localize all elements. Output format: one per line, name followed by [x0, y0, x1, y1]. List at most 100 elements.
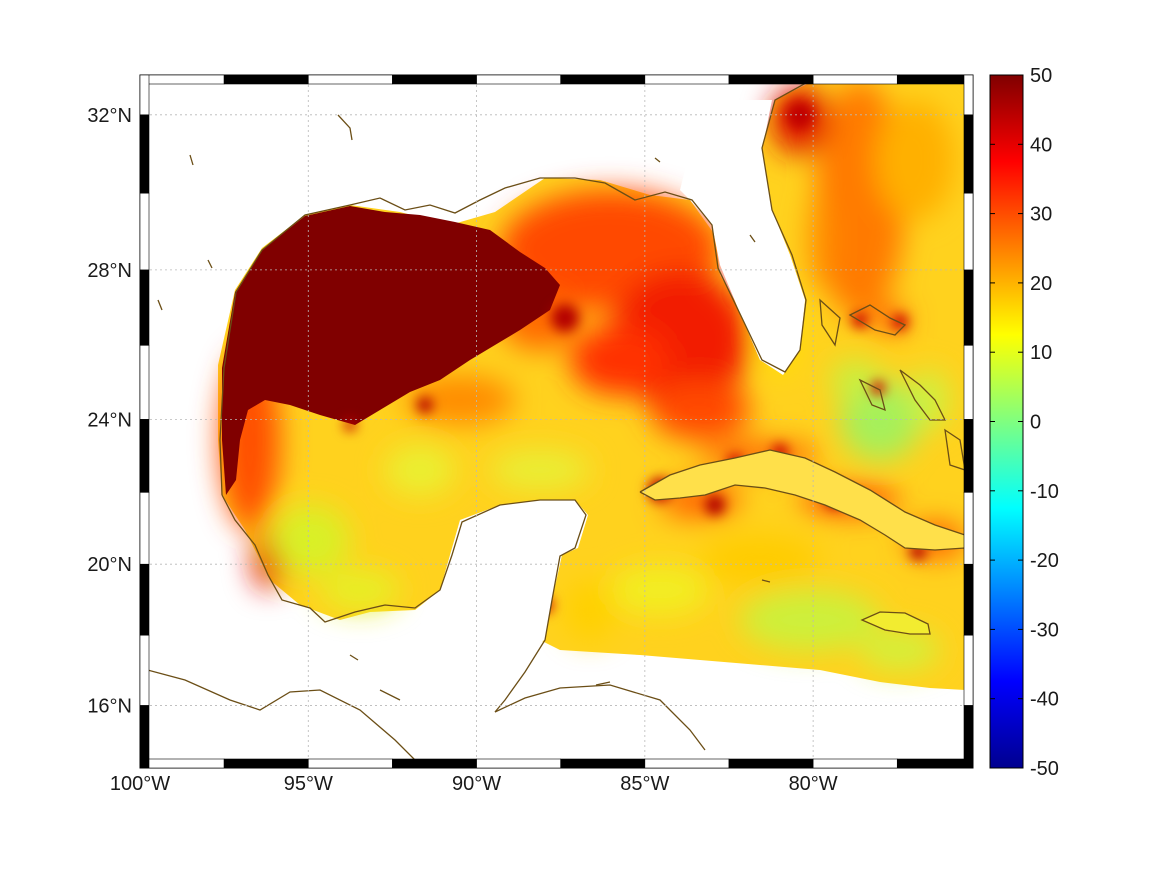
southern-land-mask [140, 660, 440, 768]
colorbar-tick-label: 10 [1030, 342, 1052, 364]
frame-segment [963, 114, 974, 194]
frame-segment [392, 758, 477, 769]
jamaica-coast [860, 611, 931, 635]
frame-segment [139, 74, 150, 116]
frame-segment [392, 74, 477, 85]
frame-segment [476, 74, 562, 85]
field-patch [570, 325, 670, 395]
map-frame [139, 74, 974, 769]
frame-segment [223, 758, 309, 769]
colorbar: 50 40 30 20 10 0 -10 -20 -30 -40 -50 [989, 65, 1059, 780]
y-tick-label: 20°N [87, 554, 132, 576]
anomaly-field [140, 80, 965, 768]
field-patch [840, 380, 920, 460]
field-patch [565, 580, 615, 640]
y-axis-ticks: 32°N 28°N 24°N 20°N 16°N [87, 105, 132, 718]
frame-segment [139, 192, 150, 271]
field-patch [875, 100, 955, 220]
field-patch [320, 570, 400, 610]
frame-segment [896, 758, 974, 769]
hot-spot [705, 495, 725, 515]
frame-segment [139, 74, 225, 85]
frame-segment [963, 705, 974, 769]
frame-segment [963, 634, 974, 706]
frame-segment [139, 491, 150, 565]
frame-segment [728, 758, 814, 769]
y-tick-label: 32°N [87, 105, 132, 127]
field-patch [270, 505, 350, 575]
x-axis-ticks: 100°W 95°W 90°W 85°W 80°W [110, 773, 838, 795]
frame-segment [644, 758, 730, 769]
mexico-coast [221, 494, 587, 713]
field-patch [700, 535, 820, 585]
field-patch [860, 630, 940, 670]
frame-segment [139, 758, 225, 769]
colorbar-tick-label: -40 [1030, 689, 1059, 711]
field-patch [740, 590, 880, 650]
field-patch [385, 445, 455, 495]
colorbar-tick-label: 40 [1030, 134, 1052, 156]
frame-segment [139, 634, 150, 706]
frame-segment [963, 563, 974, 636]
colorbar-tick-label: -50 [1030, 758, 1059, 780]
colorbar-tick-label: -20 [1030, 550, 1059, 572]
hot-spot [871, 381, 885, 395]
pacific-coast [140, 667, 421, 766]
frame-segment [963, 344, 974, 420]
frame-segment [812, 758, 898, 769]
coastlines [140, 77, 966, 766]
hot-spot [344, 419, 356, 431]
frame-segment [139, 344, 150, 420]
hot-spot [551, 304, 579, 332]
gulf-coast [219, 77, 816, 496]
saturated-max-region [222, 206, 560, 495]
frame-segment [307, 758, 393, 769]
frame-segment [223, 74, 309, 85]
grid-lines [140, 75, 973, 768]
yucatan-land [420, 500, 588, 670]
frame-checker [139, 74, 974, 769]
frame-segment [139, 269, 150, 346]
hot-spot [417, 397, 433, 413]
x-tick-label: 90°W [452, 773, 501, 795]
frame-segment [963, 269, 974, 346]
cuba-land [640, 450, 965, 550]
y-tick-label: 28°N [87, 260, 132, 282]
frame-segment [139, 114, 150, 194]
frame-segment [963, 74, 974, 116]
frame-segment [139, 563, 150, 636]
colorbar-tick-label: 0 [1030, 412, 1041, 434]
florida-land [680, 100, 805, 375]
central-america-coast [494, 684, 706, 751]
field-patch [808, 190, 832, 290]
field-patch [610, 565, 710, 615]
colorbar-tick-label: -10 [1030, 481, 1059, 503]
frame-segment [476, 758, 562, 769]
frame-segment [560, 74, 646, 85]
frame-segment [139, 419, 150, 493]
x-tick-label: 85°W [620, 773, 669, 795]
field-patch [650, 380, 750, 440]
small-islands [157, 114, 771, 701]
x-tick-label: 100°W [110, 773, 170, 795]
x-tick-label: 80°W [789, 773, 838, 795]
cuba-coast [639, 449, 966, 551]
field-patch [830, 360, 880, 400]
frame-segment [644, 74, 730, 85]
frame-segment [963, 491, 974, 565]
frame-segment [812, 74, 898, 85]
colorbar-ticks: 50 40 30 20 10 0 -10 -20 -30 -40 -50 [990, 65, 1059, 780]
frame-segment [307, 74, 393, 85]
hot-spot [852, 312, 868, 328]
field-patch [490, 450, 590, 490]
frame-segment [139, 705, 150, 769]
bahamas-coast [819, 298, 966, 471]
field-patch [405, 375, 515, 425]
colorbar-gradient [989, 74, 1024, 769]
frame-segment [963, 419, 974, 493]
y-tick-label: 16°N [87, 695, 132, 717]
field-patch [910, 370, 950, 430]
colorbar-tick-label: 20 [1030, 273, 1052, 295]
frame-segment [896, 74, 974, 85]
